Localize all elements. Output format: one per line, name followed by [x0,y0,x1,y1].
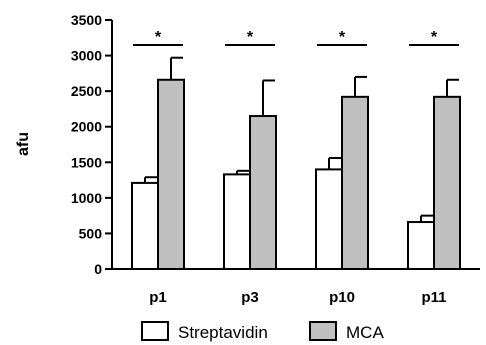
y-axis-label: afu [15,132,32,156]
y-tick-label: 2000 [71,119,102,135]
significance-label: * [155,29,162,46]
bar-streptavidin [315,168,343,270]
legend-label: MCA [346,323,384,342]
significance-label: * [431,29,438,46]
legend-swatch [141,321,169,341]
bar-mca [341,95,369,270]
x-tick-label: p11 [421,289,446,306]
y-tick-label: 3500 [71,12,102,28]
bar-mca [157,78,185,271]
legend-label: Streptavidin [178,323,268,342]
x-tick-label: p10 [329,289,355,306]
y-tick-label: 1000 [71,190,102,206]
significance-markers: * * * * [133,29,459,46]
bar-streptavidin [131,181,159,270]
y-tick-label: 500 [79,225,103,241]
bar-mca [249,115,277,270]
legend-swatch [309,321,337,341]
legend: Streptavidin MCA [141,321,384,342]
bars [131,56,461,271]
significance-label: * [247,29,254,46]
significance-label: * [339,29,346,46]
x-tick-label: p3 [241,289,259,306]
y-tick-label: 3000 [71,48,102,64]
y-tick-label: 1500 [71,154,102,170]
bar-streptavidin [407,221,435,270]
y-tick-label: 2500 [71,83,102,99]
x-tick-label: p1 [149,289,167,306]
bar-mca [433,95,461,270]
y-tick-label: 0 [94,261,102,277]
bar-streptavidin [223,173,251,271]
